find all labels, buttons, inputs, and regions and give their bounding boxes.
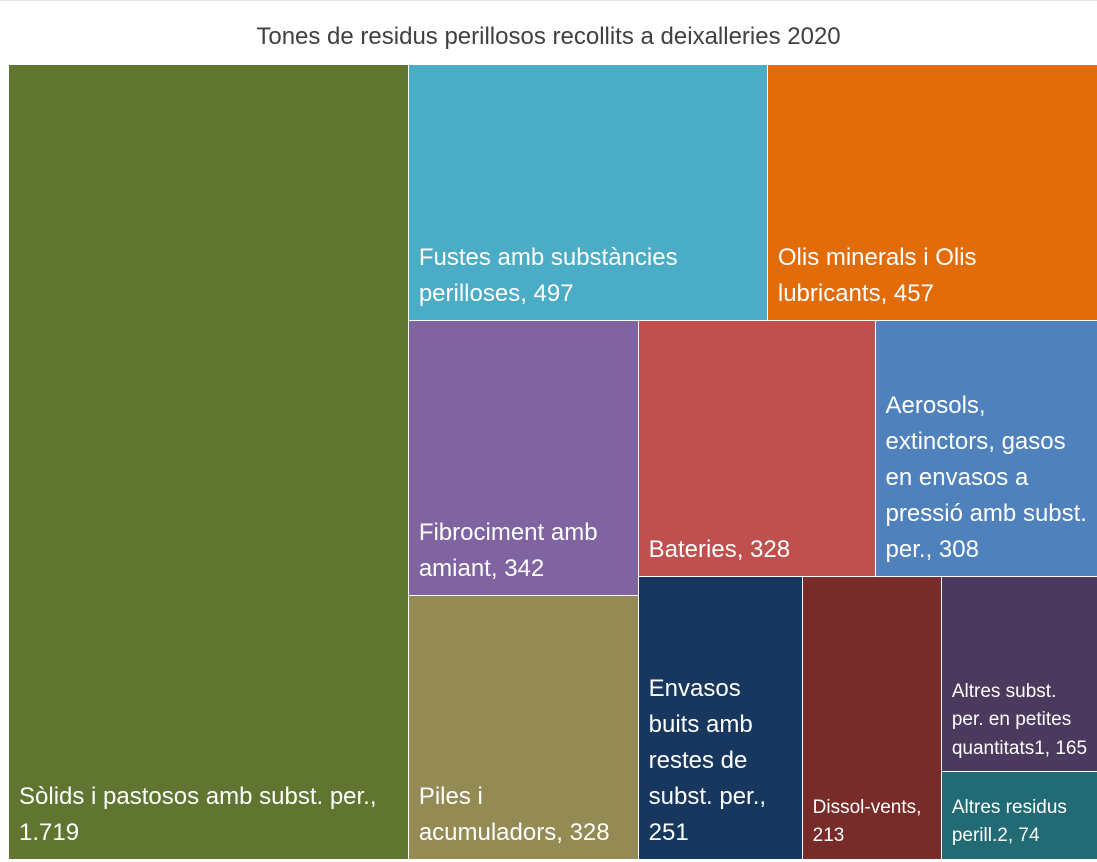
tile-label: Fustes amb substàncies perilloses497 — [419, 240, 759, 312]
category-name: Olis minerals i Olis lubricants — [777, 243, 977, 307]
value-label: 213 — [812, 825, 845, 847]
value-label: 308 — [938, 535, 979, 563]
tile-label: Bateries 328 — [649, 532, 867, 568]
separator — [1045, 738, 1056, 759]
separator — [759, 783, 766, 810]
value-label: 342 — [504, 555, 545, 583]
value-label: 251 — [648, 818, 689, 846]
category-name: Fustes amb substàncies perilloses — [418, 243, 678, 307]
category-name: Altres subst. per. en petites quantitats… — [951, 680, 1072, 759]
tile: Altres subst. per. en petites quantitats… — [940, 575, 1097, 773]
tile: Olis minerals i Olis lubricants457 — [766, 64, 1097, 321]
tile: Bateries 328 — [637, 319, 876, 577]
tile: Aerosols, extinctors, gasos en envasos a… — [874, 319, 1097, 577]
value-label: 74 — [1018, 825, 1040, 847]
separator — [1008, 825, 1019, 846]
value-label: 497 — [533, 279, 574, 307]
category-name: Aerosols, extinctors, gasos en envasos a… — [885, 391, 1087, 563]
tile: Fibrociment amb amiant342 — [407, 319, 639, 597]
tile-label: Piles i acumuladors 328 — [419, 779, 630, 851]
tile: Dissol-vents 213 — [801, 575, 942, 860]
tile-label: Sòlids i pastosos amb subst. per. 1.719 — [19, 779, 400, 851]
separator — [737, 536, 750, 563]
chart-title: Tones de residus perillosos recollits a … — [256, 23, 841, 50]
tile: Piles i acumuladors 328 — [407, 595, 639, 860]
tile-label: Altres residus perill.274 — [952, 794, 1089, 851]
tile-label: Altres subst. per. en petites quantitats… — [952, 678, 1089, 764]
tile-label: Dissol-vents 213 — [813, 794, 933, 851]
category-name: Fibrociment amb amiant — [418, 519, 598, 583]
value-label: 328 — [569, 818, 610, 846]
value-label: 1.719 — [19, 819, 80, 846]
tile-label: Aerosols, extinctors, gasos en envasos a… — [886, 388, 1089, 568]
value-label: 328 — [750, 535, 791, 563]
value-label: 165 — [1055, 737, 1088, 759]
separator — [881, 280, 894, 307]
tile: Envasos buits amb restes de subst. per. 2… — [637, 575, 803, 860]
value-label: 457 — [893, 279, 934, 307]
tile-label: Fibrociment amb amiant342 — [419, 515, 630, 587]
category-name: Altres residus perill.2 — [951, 796, 1067, 847]
category-name: Sòlids i pastosos amb subst. per. — [19, 783, 370, 810]
tile: Fustes amb substàncies perilloses497 — [407, 64, 768, 321]
separator — [556, 819, 569, 846]
tile-label: Envasos buits amb restes de subst. per. 2… — [649, 671, 794, 851]
separator — [491, 555, 504, 582]
category-name: Piles i acumuladors — [418, 782, 557, 846]
separator — [916, 797, 921, 818]
category-name: Dissol-vents — [812, 796, 917, 818]
category-name: Envasos buits amb restes de subst. per. — [648, 674, 760, 810]
tile: Sòlids i pastosos amb subst. per. 1.719 — [8, 64, 409, 860]
separator — [520, 280, 533, 307]
category-name: Bateries — [648, 535, 737, 563]
separator — [370, 783, 377, 810]
separator — [926, 536, 939, 563]
tile: Altres residus perill.274 — [940, 771, 1097, 860]
tile-label: Olis minerals i Olis lubricants457 — [778, 240, 1089, 312]
